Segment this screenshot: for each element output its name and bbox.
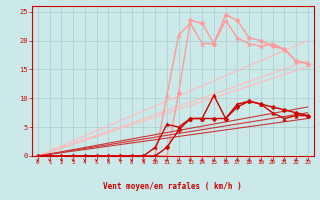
X-axis label: Vent moyen/en rafales ( km/h ): Vent moyen/en rafales ( km/h )	[103, 182, 242, 191]
